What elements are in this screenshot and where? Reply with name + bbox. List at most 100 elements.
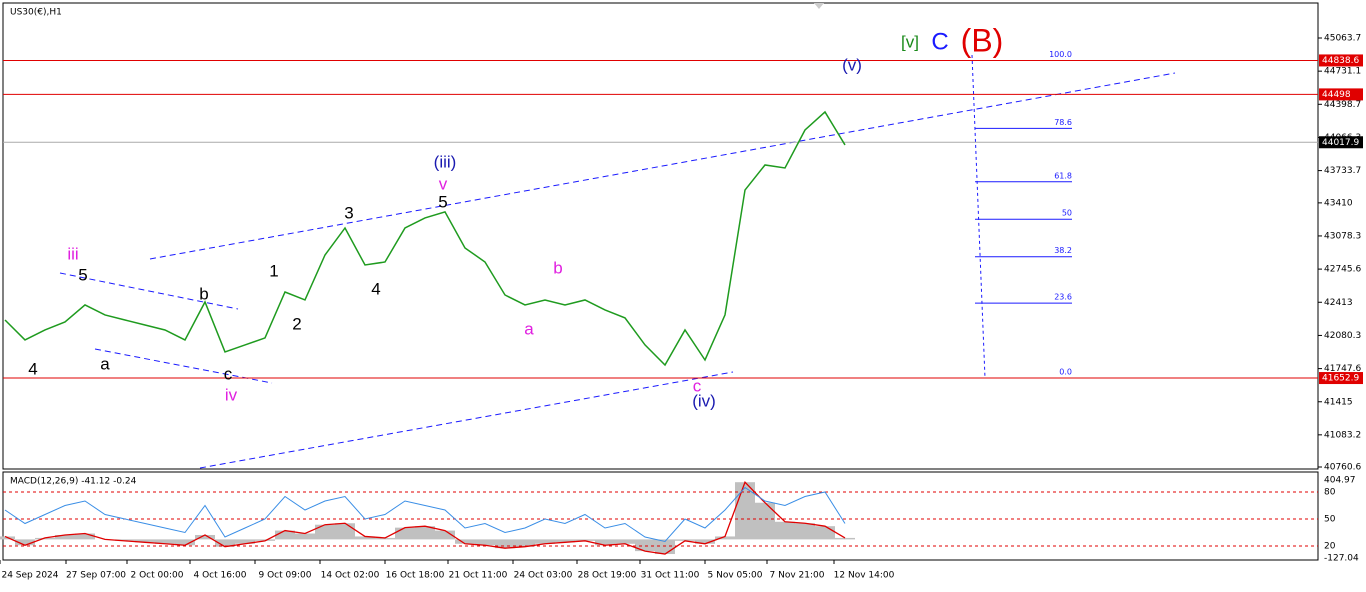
macd-bar [175, 539, 195, 546]
symbol: US30(€),H1 [10, 8, 62, 18]
osc-tick-label: 50 [1324, 515, 1336, 525]
macd-bar [75, 533, 95, 540]
macd-bar [835, 537, 855, 540]
macd-bar [295, 533, 315, 540]
x-tick-label: 9 Oct 09:00 [259, 571, 312, 581]
macd-bar [475, 539, 495, 546]
x-tick-label: 5 Nov 05:00 [708, 571, 763, 581]
fib-label: 78.6 [1054, 118, 1072, 127]
y-tick-label: 42745.6 [1324, 265, 1361, 275]
macd-bar [15, 539, 35, 546]
wave-label: 2 [292, 314, 301, 333]
osc-line [4, 486, 846, 543]
wave-label: 1 [269, 261, 278, 280]
y-tick-label: 41747.6 [1324, 364, 1361, 374]
main-panel [2, 2, 1319, 470]
x-tick-label: 24 Oct 03:00 [514, 571, 573, 581]
x-tick-label: 31 Oct 11:00 [641, 571, 700, 581]
wave-label: 4 [371, 279, 380, 298]
macd-bar [555, 539, 575, 543]
y-tick-label: 44398.7 [1324, 100, 1361, 110]
macd-bar [35, 537, 55, 540]
trend-line [149, 72, 1176, 260]
macd-bar [315, 524, 335, 540]
y-tick-label: 41415 [1324, 397, 1353, 407]
y-tick-label: 42413 [1324, 298, 1353, 308]
wave-label: 3 [344, 203, 353, 222]
macd-bar [335, 523, 355, 540]
macd-bar [795, 523, 815, 540]
macd-bar [55, 534, 75, 540]
macd-tick-label: 404.97 [1324, 476, 1356, 486]
wave-label: 4 [28, 359, 37, 378]
level-label: 41652.9 [1322, 374, 1359, 384]
y-tick-label: 43733.7 [1324, 166, 1361, 176]
macd-bar [355, 536, 375, 540]
level-badge [1319, 136, 1363, 149]
trend-line [199, 371, 734, 469]
macd-bar [435, 530, 455, 540]
wave-label: (B) [961, 22, 1004, 58]
macd-bar [515, 539, 535, 547]
macd-bar [595, 539, 615, 546]
x-tick-label: 24 Sep 2024 [1, 571, 58, 581]
macd-bar [715, 536, 735, 540]
macd-bar [215, 539, 235, 547]
fib-label: 23.6 [1054, 293, 1072, 302]
macd-bar [415, 526, 435, 540]
macd-tick-label: -127.04 [1324, 554, 1359, 564]
level-badge [1319, 372, 1363, 385]
x-tick-label: 2 Oct 00:00 [131, 571, 184, 581]
price-line [4, 110, 846, 367]
x-tick-label: 4 Oct 16:00 [194, 571, 247, 581]
wave-label: a [524, 319, 534, 338]
scroll-marker [814, 3, 824, 9]
x-tick-label: 14 Oct 02:00 [321, 571, 380, 581]
wave-label: b [553, 258, 562, 277]
wave-label: iv [225, 385, 238, 404]
wave-label: C [931, 28, 948, 55]
macd-bar [775, 521, 795, 540]
wave-label: 5 [78, 265, 87, 284]
macd-bar [695, 539, 715, 544]
fib-label: 100.0 [1049, 50, 1072, 59]
macd-bar [195, 534, 215, 540]
fib-label: 38.2 [1054, 246, 1072, 255]
wave-label: (iv) [692, 391, 716, 410]
macd-bar [275, 530, 295, 540]
macd-bar [495, 539, 515, 549]
y-tick-label: 44731.1 [1324, 67, 1361, 77]
x-tick-label: 21 Oct 11:00 [449, 571, 508, 581]
x-tick-label: 12 Nov 14:00 [834, 571, 895, 581]
y-tick-label: 45063.7 [1324, 34, 1361, 44]
y-tick-label: 43078.3 [1324, 231, 1361, 241]
wave-label: v [439, 174, 448, 193]
macd-bar [115, 539, 135, 541]
macd-bar [535, 539, 555, 544]
wave-label: c [224, 364, 233, 383]
macd-bar [575, 539, 595, 541]
wave-label: (iii) [434, 152, 457, 171]
macd-bar [615, 539, 635, 544]
macd-bar [375, 537, 395, 540]
x-tick-label: 16 Oct 18:00 [386, 571, 445, 581]
fib-label: 61.8 [1054, 171, 1072, 180]
channel-line [94, 348, 273, 384]
macd-bar [135, 539, 155, 543]
level-label: 44498 [1322, 90, 1351, 100]
macd-title: MACD(12,26,9) -41.12 -0.24 [10, 477, 137, 487]
macd-signal [4, 481, 846, 555]
x-tick-label: 28 Oct 19:00 [578, 571, 637, 581]
macd-bar [735, 482, 755, 540]
macd-bar [395, 527, 415, 540]
x-tick-label: 7 Nov 21:00 [770, 571, 825, 581]
level-label: 44017.9 [1322, 138, 1359, 148]
fib-label: 50 [1062, 209, 1072, 218]
y-tick-label: 42080.3 [1324, 331, 1361, 341]
osc-tick-label: 80 [1324, 488, 1336, 498]
level-badge [1319, 54, 1363, 67]
macd-bar [635, 539, 655, 552]
level-badge [1319, 88, 1363, 101]
channel-line [59, 272, 239, 310]
